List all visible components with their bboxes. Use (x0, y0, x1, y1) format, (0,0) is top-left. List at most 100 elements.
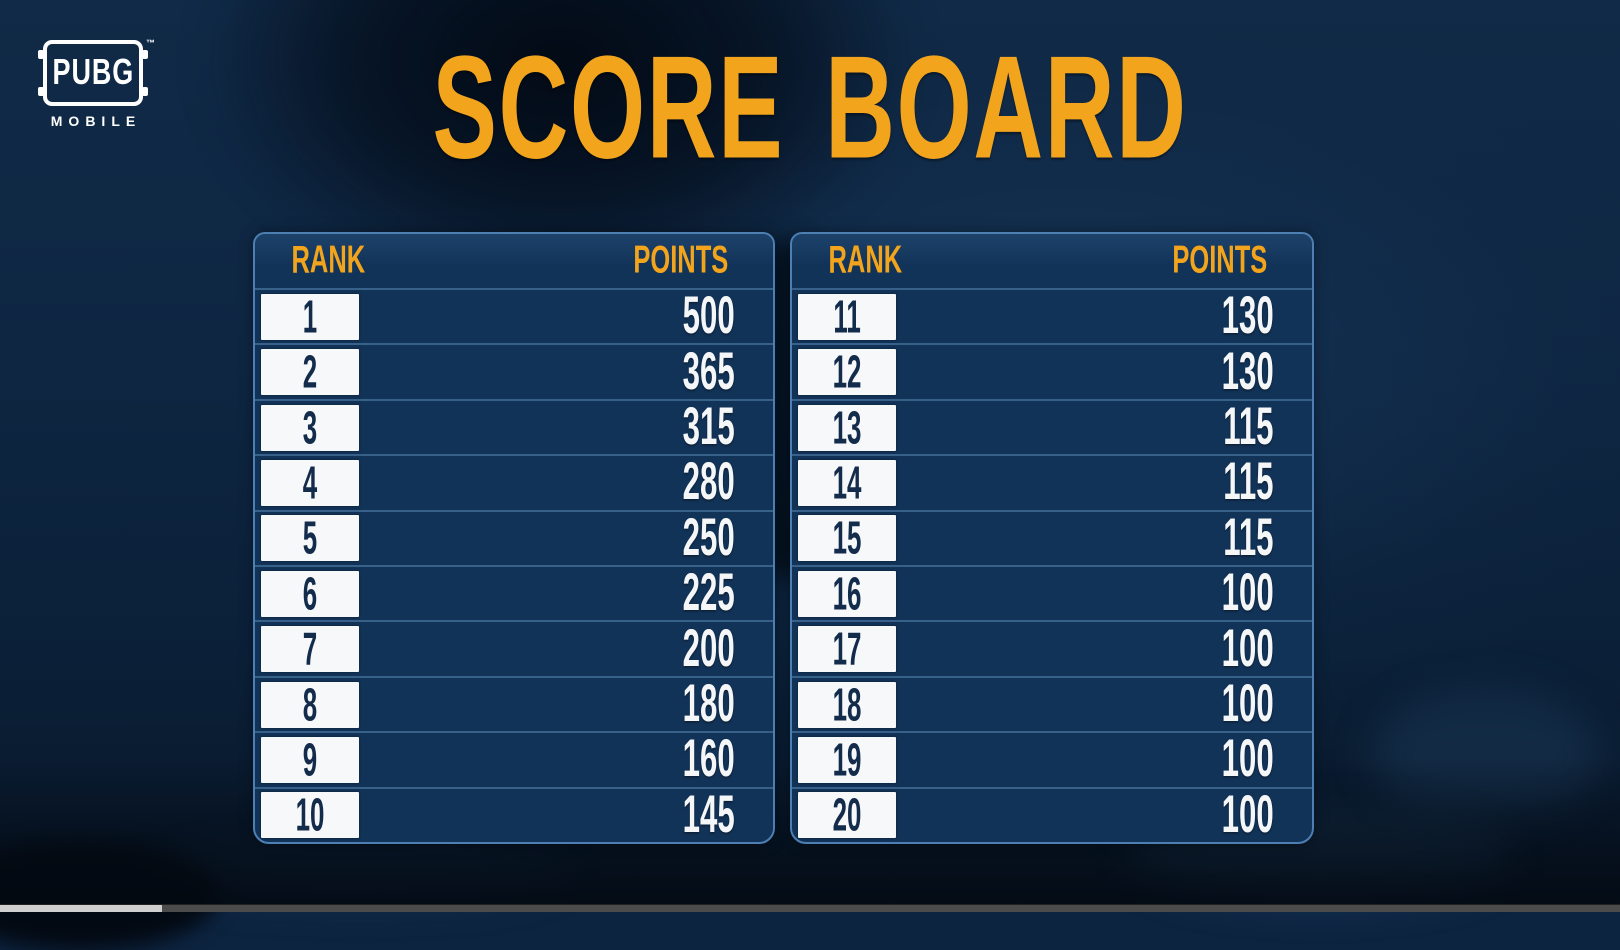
points-column-header: POINTS (633, 238, 729, 282)
rank-value: 19 (832, 732, 862, 786)
rank-cell: 18 (798, 677, 896, 731)
points-cell: 100 (1221, 564, 1274, 623)
points-cell: 500 (682, 287, 735, 346)
rank-value: 18 (832, 677, 862, 731)
table-row: 12 130 (792, 342, 1312, 401)
rank-cell: 20 (798, 788, 896, 841)
table-row: 18 100 (792, 675, 1312, 733)
rank-value: 2 (302, 344, 318, 399)
table-row: 2 365 (255, 342, 773, 401)
rank-cell: 11 (798, 289, 896, 343)
table-row: 9 160 (255, 730, 773, 789)
points-cell: 115 (1223, 453, 1274, 512)
points-cell: 100 (1221, 730, 1274, 789)
page-title: SCORE BOARD (326, 35, 1294, 181)
table-row: 19 100 (792, 730, 1312, 789)
rank-cell: 19 (798, 733, 896, 786)
score-table-ranks-1-10: RANK POINTS 1 500 2 365 3 315 4 280 5 250 6 225 7 200… (253, 232, 775, 844)
trademark-symbol: ™ (146, 38, 155, 48)
rank-value: 9 (302, 732, 318, 786)
rank-column-header: RANK (291, 238, 366, 282)
table-row: 1 500 (255, 287, 773, 346)
rank-cell: 4 (261, 456, 359, 509)
pubg-mobile-logo: PUBG ™ MOBILE (38, 38, 155, 129)
rank-cell: 10 (261, 788, 359, 841)
table-row: 8 180 (255, 674, 773, 733)
logo-text: PUBG (52, 52, 134, 93)
points-cell: 365 (682, 342, 735, 401)
logo-subtitle: MOBILE (50, 113, 142, 129)
video-progress-bar[interactable] (0, 904, 1620, 912)
logo-notch (142, 50, 148, 59)
points-cell: 100 (1221, 785, 1274, 844)
logo-notch (142, 87, 148, 96)
score-table-ranks-11-20: RANK POINTS 11 130 12 130 13 115 14 115 15 115 16 1… (790, 232, 1314, 844)
points-cell: 130 (1221, 287, 1274, 346)
rank-value: 17 (832, 621, 862, 676)
rank-cell: 6 (261, 566, 359, 620)
logo-notch (38, 87, 44, 96)
rank-cell: 9 (261, 733, 359, 786)
points-cell: 180 (682, 674, 735, 733)
points-cell: 315 (682, 397, 735, 456)
rank-value: 20 (832, 788, 862, 842)
table-row: 6 225 (255, 564, 773, 623)
table-row: 5 250 (255, 508, 773, 567)
table-body: 11 130 12 130 13 115 14 115 15 115 16 100 17 100 18 100… (792, 287, 1312, 844)
table-row: 3 315 (255, 397, 773, 456)
table-header: RANK POINTS (255, 234, 773, 288)
table-header: RANK POINTS (792, 234, 1312, 288)
rank-cell: 15 (798, 511, 896, 564)
table-row: 20 100 (792, 785, 1312, 844)
table-row: 11 130 (792, 287, 1312, 346)
table-body: 1 500 2 365 3 315 4 280 5 250 6 225 7 200 8 180 9 160 10 14… (255, 287, 773, 844)
rank-value: 12 (832, 344, 862, 399)
rank-value: 7 (302, 621, 318, 676)
rank-cell: 17 (798, 622, 896, 675)
rank-cell: 14 (798, 456, 896, 509)
table-row: 14 115 (792, 453, 1312, 512)
points-cell: 115 (1223, 397, 1274, 456)
points-cell: 100 (1221, 619, 1274, 678)
points-cell: 225 (682, 564, 735, 623)
rank-cell: 5 (261, 511, 359, 564)
rank-cell: 12 (798, 345, 896, 398)
page-title-text: SCORE BOARD (432, 26, 1188, 190)
rank-cell: 2 (261, 345, 359, 398)
rank-cell: 13 (798, 400, 896, 454)
points-cell: 115 (1223, 508, 1274, 567)
rank-cell: 7 (261, 622, 359, 675)
table-row: 17 100 (792, 619, 1312, 678)
table-row: 7 200 (255, 619, 773, 678)
rank-value: 13 (832, 400, 862, 454)
rank-value: 11 (833, 289, 861, 343)
points-cell: 130 (1221, 342, 1274, 401)
points-cell: 280 (682, 453, 735, 512)
points-cell: 145 (682, 785, 735, 844)
rank-cell: 16 (798, 566, 896, 620)
rank-value: 15 (832, 511, 862, 565)
rank-cell: 3 (261, 400, 359, 454)
rank-value: 16 (832, 566, 862, 620)
video-progress-played (0, 905, 162, 912)
points-cell: 200 (682, 619, 735, 678)
rank-cell: 8 (261, 677, 359, 731)
points-cell: 250 (682, 508, 735, 567)
rank-value: 8 (302, 677, 318, 731)
rank-value: 10 (295, 788, 325, 842)
rank-value: 5 (302, 511, 318, 565)
points-column-header: POINTS (1172, 238, 1268, 282)
table-row: 10 145 (255, 785, 773, 844)
rank-value: 4 (302, 455, 318, 509)
rank-cell: 1 (261, 289, 359, 343)
logo-notch (38, 50, 44, 59)
rank-value: 6 (302, 566, 318, 620)
points-cell: 160 (682, 730, 735, 789)
table-row: 13 115 (792, 397, 1312, 456)
table-row: 15 115 (792, 508, 1312, 567)
rank-column-header: RANK (828, 238, 903, 282)
rank-value: 3 (302, 400, 318, 454)
table-row: 4 280 (255, 453, 773, 512)
rank-value: 14 (832, 455, 862, 509)
rank-value: 1 (302, 289, 318, 343)
